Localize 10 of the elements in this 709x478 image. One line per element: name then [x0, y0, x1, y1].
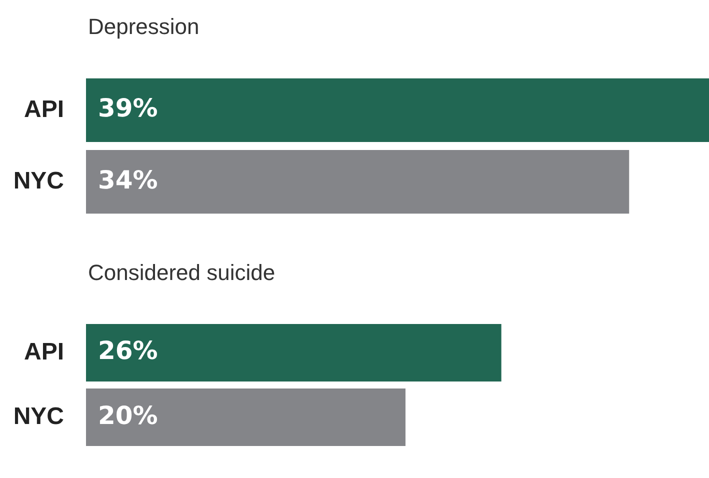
- chart-title: Considered suicide: [87, 259, 276, 287]
- data-label: 39%: [98, 94, 158, 123]
- y-tick-label: NYC: [13, 167, 64, 194]
- chart-title: Depression: [87, 13, 200, 41]
- y-tick-label: NYC: [13, 402, 64, 430]
- y-tick-label: API: [24, 338, 64, 366]
- y-tick-label: API: [24, 96, 64, 123]
- data-label: 26%: [98, 336, 158, 366]
- data-label: 20%: [98, 400, 158, 430]
- data-label: 34%: [98, 165, 158, 194]
